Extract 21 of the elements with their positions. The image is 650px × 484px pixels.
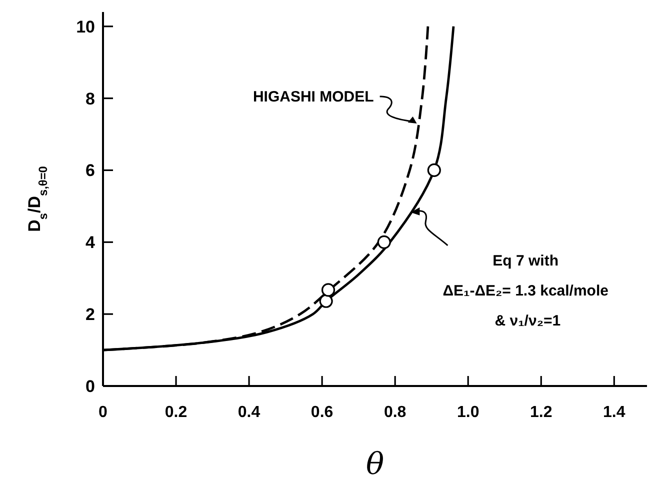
point <box>377 235 391 249</box>
x-tick-label: 0.2 <box>164 404 188 421</box>
x-tick-label: 1.2 <box>530 404 552 421</box>
y-tick-label: 10 <box>76 17 95 36</box>
point <box>427 163 441 178</box>
x-tick-label: 0 <box>98 404 108 421</box>
x-tick-label: 1.4 <box>603 404 626 421</box>
point <box>321 283 336 297</box>
x-tick-label: 0.8 <box>384 404 406 421</box>
annotation: Eq 7 with ΔE₁-ΔE₂= 1.3 kcal/mole & ν₁/ν₂=1 <box>442 252 613 330</box>
y-tick-label: 4 <box>86 233 96 252</box>
y-tick-label: 2 <box>86 305 95 324</box>
x-tick-label: 0.6 <box>310 404 334 421</box>
y-tick-label: 6 <box>86 161 95 180</box>
y-tick-label: 8 <box>86 89 95 108</box>
point <box>319 294 333 308</box>
x-axis-title: θ <box>366 447 384 482</box>
annotation: HIGASHI MODEL <box>252 88 374 106</box>
x-tick-label: 1.0 <box>456 404 480 421</box>
x-tick-label: 0.4 <box>238 404 260 421</box>
y-tick-label: 0 <box>86 377 95 396</box>
